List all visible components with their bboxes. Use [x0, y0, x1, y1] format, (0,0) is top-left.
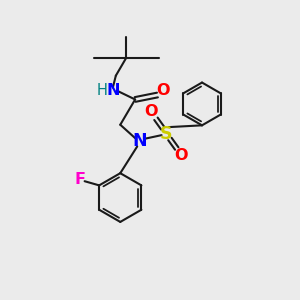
Text: N: N: [107, 83, 121, 98]
Text: F: F: [75, 172, 86, 187]
Text: O: O: [157, 83, 170, 98]
Text: O: O: [145, 104, 158, 119]
Text: N: N: [132, 132, 147, 150]
Text: H: H: [97, 83, 108, 98]
Text: O: O: [175, 148, 188, 164]
Text: S: S: [160, 125, 172, 143]
